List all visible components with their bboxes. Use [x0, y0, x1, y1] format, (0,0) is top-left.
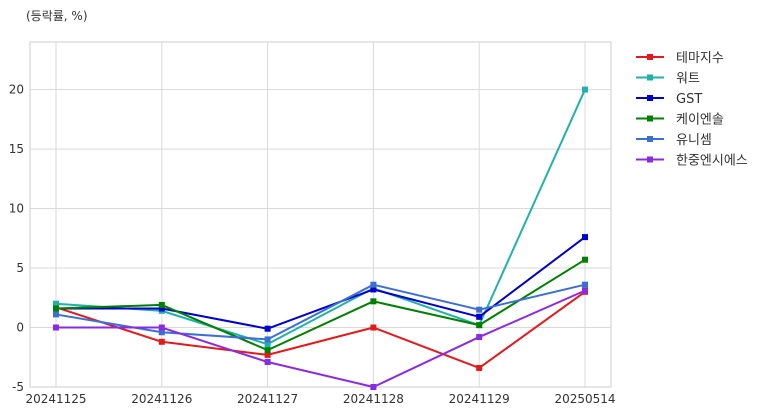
y-tick-label: 5	[16, 261, 24, 275]
data-point	[158, 338, 165, 345]
series-6	[53, 287, 588, 390]
legend-label: 케이엔솔	[676, 113, 724, 128]
data-point	[476, 364, 483, 371]
series-line	[55, 283, 586, 341]
data-point	[53, 300, 59, 307]
series-line	[55, 89, 586, 346]
legend-marker	[647, 115, 653, 122]
legend-marker	[647, 74, 653, 81]
data-point	[370, 384, 377, 390]
legend-label: 워트	[676, 72, 700, 87]
data-point	[264, 347, 271, 354]
data-point	[582, 86, 588, 93]
x-tick-label: 20250514	[554, 392, 615, 406]
data-point	[264, 336, 271, 343]
plot-frame	[29, 41, 612, 388]
data-point	[582, 234, 588, 241]
data-point	[53, 324, 59, 331]
x-tick-label: 20241125	[25, 392, 86, 406]
data-point	[476, 313, 483, 320]
plot-area: -5 0 5 10 15 20 20241125 20241126 20241127 202411…	[9, 41, 616, 406]
x-tick-label: 20241129	[449, 392, 510, 406]
data-point	[582, 287, 588, 294]
legend-item-3: GST	[636, 92, 702, 107]
data-point	[476, 334, 483, 341]
data-point	[476, 322, 483, 329]
data-point	[264, 325, 271, 332]
y-tick-label: 15	[9, 142, 24, 156]
legend-marker	[647, 95, 653, 101]
legend-item-1: 테마지수	[636, 51, 724, 66]
x-tick-label: 20241127	[237, 392, 298, 406]
legend-label: 유니셈	[676, 133, 712, 148]
y-tick-label: 20	[9, 83, 24, 97]
series-line	[56, 236, 586, 330]
x-tick-label: 20241128	[343, 392, 404, 406]
legend-label: 테마지수	[676, 51, 724, 66]
legend-label: 한중엔시에스	[676, 154, 748, 169]
y-tick-label: 10	[9, 202, 24, 216]
series-line	[55, 291, 586, 369]
y-unit-label: (등락률, %)	[26, 9, 88, 23]
data-point	[158, 305, 165, 312]
y-tick-label: 0	[16, 321, 24, 335]
data-point	[370, 286, 377, 293]
legend-marker	[647, 136, 653, 142]
data-point	[582, 256, 588, 263]
data-point	[264, 359, 271, 366]
series-line	[55, 258, 586, 352]
data-point	[158, 324, 165, 331]
y-tick-label: -5	[12, 380, 24, 394]
data-point	[53, 311, 59, 318]
data-point	[53, 305, 59, 312]
legend-item-2: 워트	[636, 72, 700, 87]
data-point	[158, 329, 165, 336]
data-point	[158, 301, 165, 308]
data-point	[264, 341, 271, 348]
data-point	[370, 324, 377, 331]
series-1	[53, 288, 588, 371]
series-5	[53, 281, 588, 343]
x-tick-label: 20241126	[131, 392, 192, 406]
data-point	[264, 351, 271, 358]
series-4	[53, 256, 588, 354]
legend-marker	[647, 156, 653, 163]
legend-marker	[647, 54, 653, 60]
series-line	[56, 289, 586, 388]
legend-label: GST	[676, 92, 702, 107]
legend-item-4: 케이엔솔	[636, 113, 724, 128]
data-point	[370, 281, 377, 288]
legend-item-6: 한중엔시에스	[636, 154, 748, 169]
legend-item-5: 유니셈	[636, 133, 712, 148]
data-point	[476, 306, 483, 313]
data-point	[582, 281, 588, 288]
data-point	[370, 298, 377, 305]
